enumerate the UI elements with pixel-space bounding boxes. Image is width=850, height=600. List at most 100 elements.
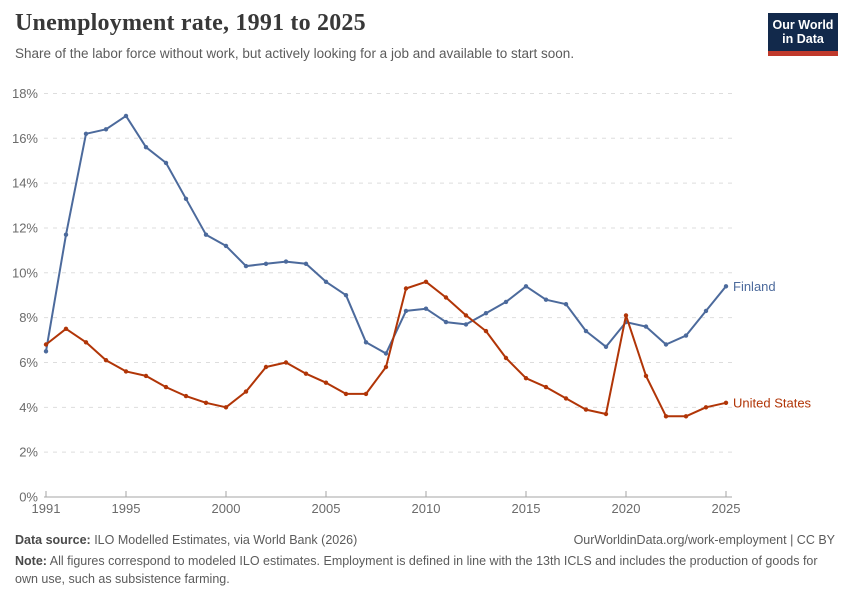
y-axis-label: 18% — [12, 86, 38, 101]
data-point-united-states[interactable] — [403, 286, 409, 291]
x-axis-label: 1995 — [112, 501, 141, 516]
owid-logo-line2: in Data — [782, 32, 824, 46]
data-point-united-states[interactable] — [643, 373, 649, 379]
data-point-united-states[interactable] — [543, 384, 549, 390]
data-point-united-states[interactable] — [263, 364, 269, 370]
data-point-united-states[interactable] — [603, 411, 609, 417]
citation-link[interactable]: OurWorldinData.org/work-employment | CC … — [573, 533, 835, 547]
line-chart[interactable]: 0% 2% 4% 6% 8% 10% 12% 14% 16% 18% 1991 1995 2000 200… — [0, 80, 850, 525]
data-point-finland[interactable] — [443, 319, 449, 325]
data-point-finland[interactable] — [663, 342, 669, 347]
data-point-united-states[interactable] — [283, 360, 289, 365]
x-axis-label: 2015 — [512, 501, 541, 516]
data-point-united-states[interactable] — [583, 407, 589, 412]
data-point-united-states[interactable] — [463, 313, 469, 318]
data-point-united-states[interactable] — [223, 405, 229, 410]
data-point-finland[interactable] — [583, 328, 589, 334]
data-point-finland[interactable] — [183, 196, 189, 201]
data-point-finland[interactable] — [363, 340, 369, 345]
data-point-united-states[interactable] — [183, 393, 189, 399]
data-point-finland[interactable] — [463, 322, 469, 327]
data-point-finland[interactable] — [603, 344, 609, 349]
data-point-united-states[interactable] — [323, 380, 329, 385]
data-point-finland[interactable] — [143, 145, 149, 150]
data-point-united-states[interactable] — [123, 369, 129, 374]
data-point-finland[interactable] — [523, 284, 529, 289]
page-title: Unemployment rate, 1991 to 2025 — [15, 10, 366, 36]
data-point-finland[interactable] — [283, 259, 289, 264]
y-axis-label: 2% — [19, 445, 38, 460]
data-point-finland[interactable] — [383, 351, 389, 356]
owid-logo[interactable]: Our World in Data — [768, 13, 838, 56]
data-point-finland[interactable] — [163, 160, 169, 166]
data-point-finland[interactable] — [423, 306, 429, 311]
data-point-united-states[interactable] — [703, 405, 709, 410]
data-point-finland[interactable] — [343, 293, 349, 298]
data-point-united-states[interactable] — [203, 400, 209, 405]
data-point-united-states[interactable] — [503, 355, 509, 361]
chart-svg[interactable]: 0% 2% 4% 6% 8% 10% 12% 14% 16% 18% 1991 1995 2000 200… — [0, 80, 850, 525]
data-point-finland[interactable] — [263, 261, 269, 266]
data-point-finland[interactable] — [83, 131, 89, 136]
series-line-united-states[interactable] — [45, 280, 727, 418]
y-axis-label: 12% — [12, 220, 38, 235]
y-axis-label: 0% — [19, 490, 38, 505]
chart-subtitle: Share of the labor force without work, b… — [15, 46, 575, 61]
note-text: All figures correspond to modeled ILO es… — [15, 553, 818, 586]
data-point-united-states[interactable] — [43, 342, 49, 347]
data-point-finland[interactable] — [103, 127, 109, 132]
data-point-united-states[interactable] — [663, 414, 669, 419]
data-point-finland[interactable] — [323, 279, 329, 284]
note-label: Note: — [15, 553, 47, 568]
data-point-finland[interactable] — [703, 308, 709, 314]
chart-footer: Data source: ILO Modelled Estimates, via… — [15, 532, 835, 588]
y-axis-label: 10% — [12, 265, 38, 280]
series-label-united-states[interactable]: United States — [733, 395, 812, 410]
data-point-finland[interactable] — [503, 299, 509, 305]
data-point-united-states[interactable] — [63, 326, 69, 331]
chart-note: Note: All figures correspond to modeled … — [15, 553, 835, 589]
data-point-united-states[interactable] — [563, 396, 569, 401]
data-point-finland[interactable] — [303, 261, 309, 266]
data-point-united-states[interactable] — [83, 340, 89, 345]
data-point-united-states[interactable] — [343, 391, 349, 397]
data-point-united-states[interactable] — [623, 313, 629, 318]
data-point-united-states[interactable] — [443, 295, 449, 300]
data-point-finland[interactable] — [543, 297, 549, 302]
data-point-finland[interactable] — [43, 349, 49, 354]
data-point-finland[interactable] — [63, 232, 69, 237]
data-point-finland[interactable] — [643, 324, 649, 329]
x-axis-label: 2025 — [712, 501, 741, 516]
data-point-united-states[interactable] — [163, 384, 169, 390]
data-point-finland[interactable] — [243, 263, 249, 269]
y-axis-label: 8% — [19, 310, 38, 325]
y-axis-label: 6% — [19, 355, 38, 370]
data-point-finland[interactable] — [223, 243, 229, 249]
data-point-finland[interactable] — [563, 302, 569, 307]
y-axis-label: 14% — [12, 176, 38, 191]
data-point-finland[interactable] — [483, 311, 489, 316]
data-point-united-states[interactable] — [383, 364, 389, 370]
data-point-united-states[interactable] — [303, 371, 309, 376]
chart-header: Unemployment rate, 1991 to 2025 Share of… — [15, 10, 745, 61]
y-axis-label: 4% — [19, 400, 38, 415]
data-point-united-states[interactable] — [423, 279, 429, 284]
data-point-united-states[interactable] — [483, 328, 489, 334]
data-point-finland[interactable] — [403, 308, 409, 314]
data-point-united-states[interactable] — [243, 389, 249, 394]
data-point-united-states[interactable] — [683, 414, 689, 419]
data-point-finland[interactable] — [203, 232, 209, 237]
data-point-united-states[interactable] — [143, 373, 149, 379]
data-point-united-states[interactable] — [103, 358, 109, 363]
series-label-finland[interactable]: Finland — [733, 279, 776, 294]
data-point-united-states[interactable] — [363, 391, 369, 397]
x-axis-label: 2000 — [212, 501, 241, 516]
data-point-united-states[interactable] — [523, 376, 529, 381]
data-point-finland[interactable] — [683, 333, 689, 338]
data-point-finland[interactable] — [123, 113, 129, 119]
x-axis-label: 2010 — [412, 501, 441, 516]
data-point-united-states[interactable] — [723, 400, 729, 405]
data-point-finland[interactable] — [723, 284, 729, 289]
data-source: Data source: ILO Modelled Estimates, via… — [15, 532, 357, 550]
